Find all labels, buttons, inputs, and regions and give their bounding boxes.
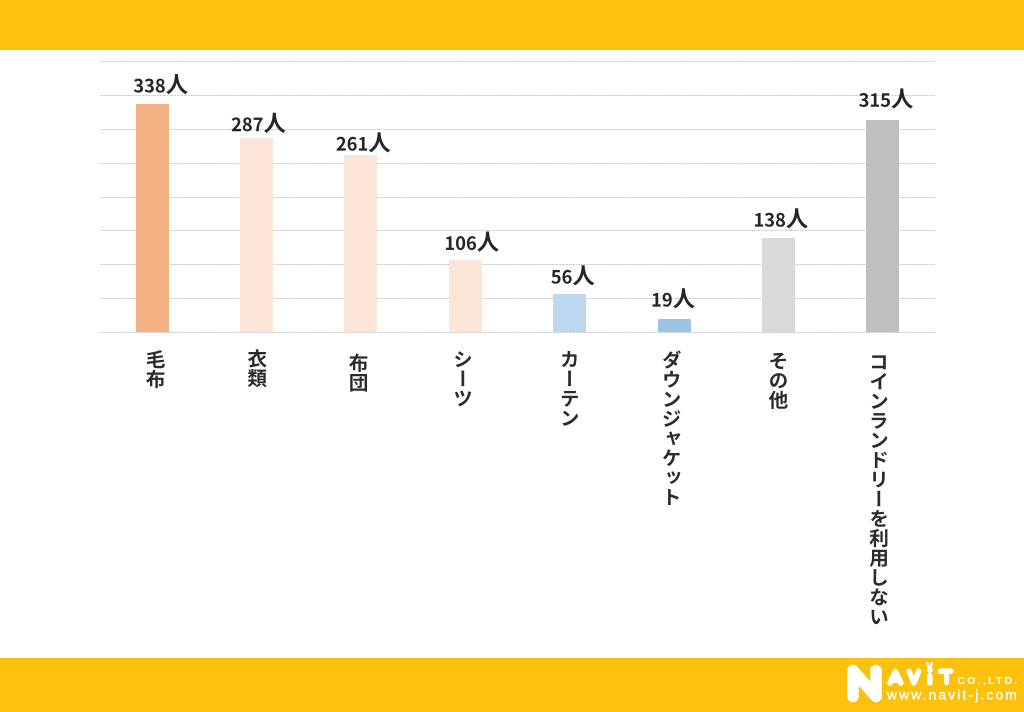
svg-text:www.navit-j.com: www.navit-j.com <box>886 688 1019 703</box>
svg-text:CO.,LTD.: CO.,LTD. <box>958 676 1020 687</box>
